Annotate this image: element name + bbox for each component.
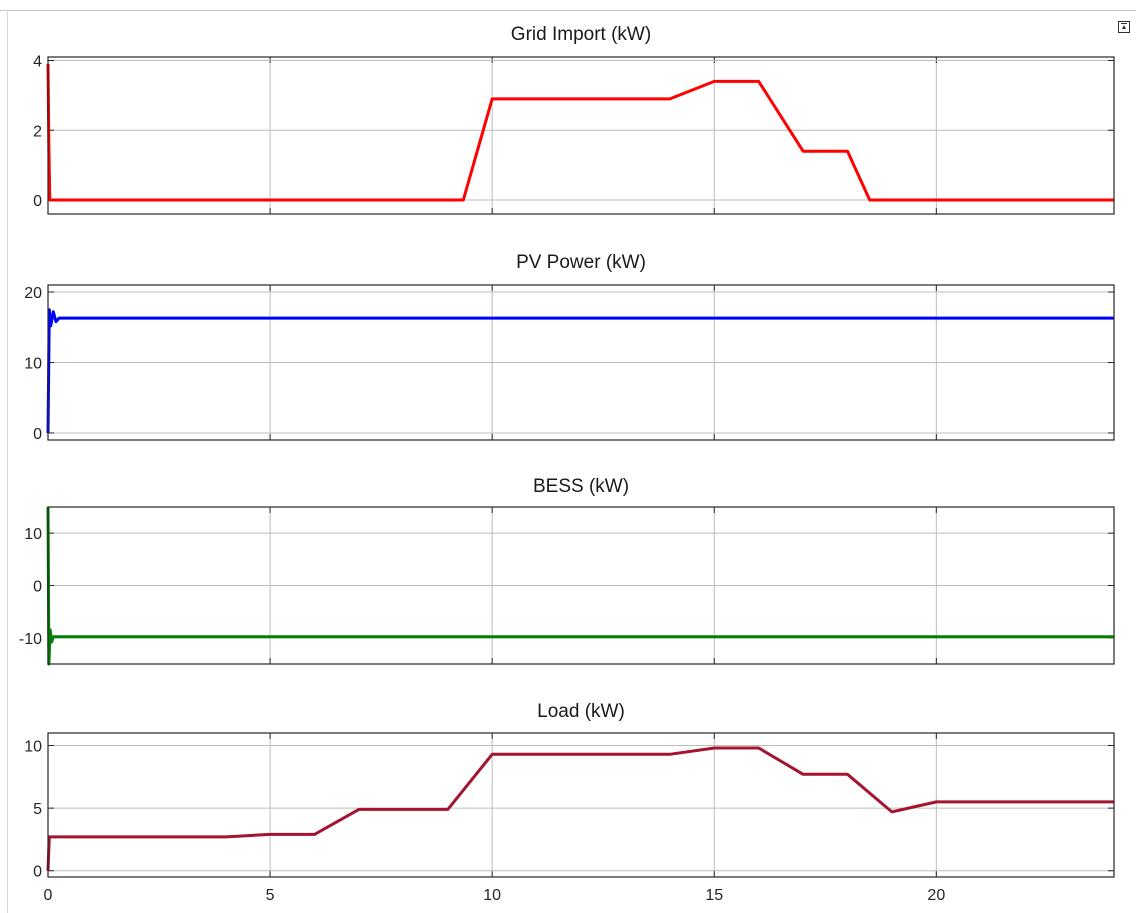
x-tick-label: 0 [44, 887, 53, 904]
panel-title-pv-power: PV Power (kW) [516, 252, 646, 273]
series-line-0 [46, 63, 1114, 202]
panel-title-load: Load (kW) [537, 701, 625, 722]
y-tick-label: 5 [33, 801, 42, 818]
y-tick-label: 0 [33, 426, 42, 443]
panel-title-bess: BESS (kW) [532, 476, 630, 497]
series-line-1 [46, 308, 1114, 434]
x-tick-label: 5 [266, 887, 275, 904]
axes-box-1 [47, 284, 1115, 441]
y-tick-label: 10 [24, 526, 42, 543]
x-tick-label: 10 [483, 887, 501, 904]
undock-icon[interactable] [1118, 21, 1130, 33]
y-tick-label: 20 [24, 285, 42, 302]
y-tick-label: 0 [33, 579, 42, 596]
y-tick-label: 4 [33, 53, 42, 70]
y-tick-label: -10 [19, 631, 42, 648]
series-line-3 [46, 746, 1114, 871]
axes-box-3 [47, 732, 1115, 878]
axes-box-2 [47, 506, 1115, 665]
y-tick-label: 2 [33, 123, 42, 140]
panel-title-grid-import: Grid Import (kW) [510, 24, 652, 45]
series-line-2 [46, 506, 1114, 666]
x-tick-label: 20 [927, 887, 945, 904]
axes-box-0 [47, 56, 1115, 215]
figure-left-border [7, 10, 8, 913]
y-tick-label: 10 [24, 356, 42, 373]
y-tick-label: 10 [24, 739, 42, 756]
x-tick-label: 15 [705, 887, 723, 904]
plot-area-0 [48, 57, 1114, 214]
figure-top-border [0, 10, 1136, 11]
y-tick-label: 0 [33, 864, 42, 881]
y-tick-label: 0 [33, 193, 42, 210]
